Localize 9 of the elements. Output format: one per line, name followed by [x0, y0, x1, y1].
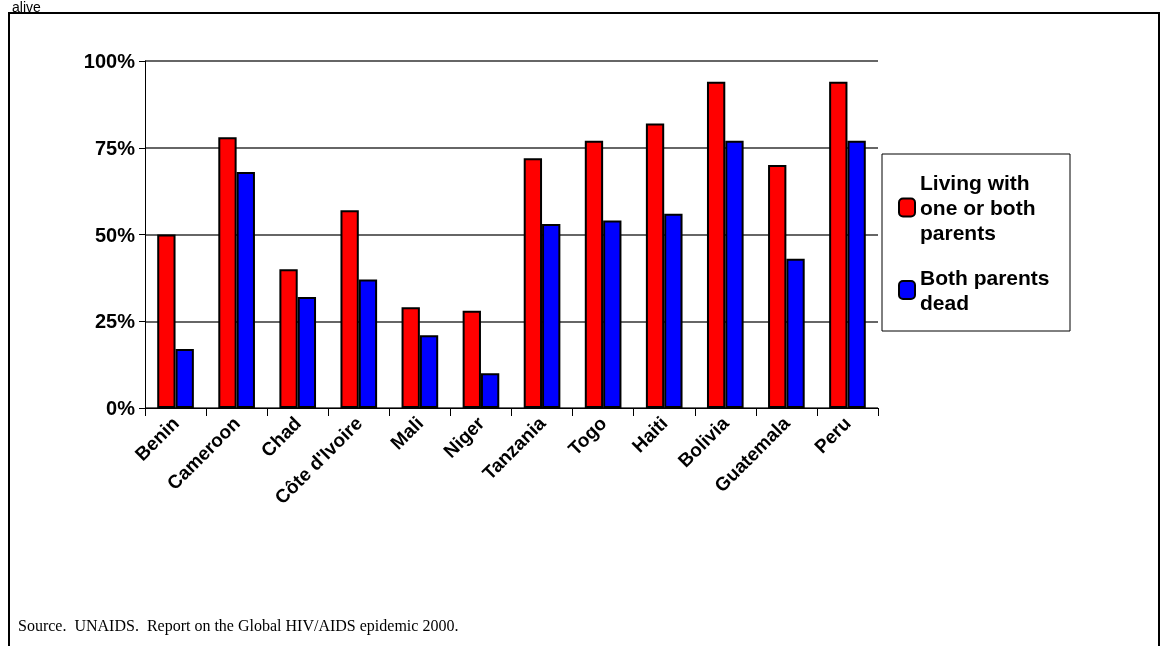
text: alive	[12, 0, 42, 15]
y-tick-label: 100%	[83, 50, 136, 72]
legend-label: Living with one or both parents	[920, 171, 1042, 244]
y-tick-label: 75%	[94, 136, 136, 159]
y-tick-label: 0%	[106, 397, 136, 419]
source-note: Source. UNAIDS. Report on the Global HIV/AIDS epidemic 2000.	[18, 616, 459, 635]
y-tick-label: 25%	[94, 310, 136, 333]
legend-label: Both parents dead	[920, 266, 1056, 314]
y-tick-label: 50%	[94, 223, 136, 246]
